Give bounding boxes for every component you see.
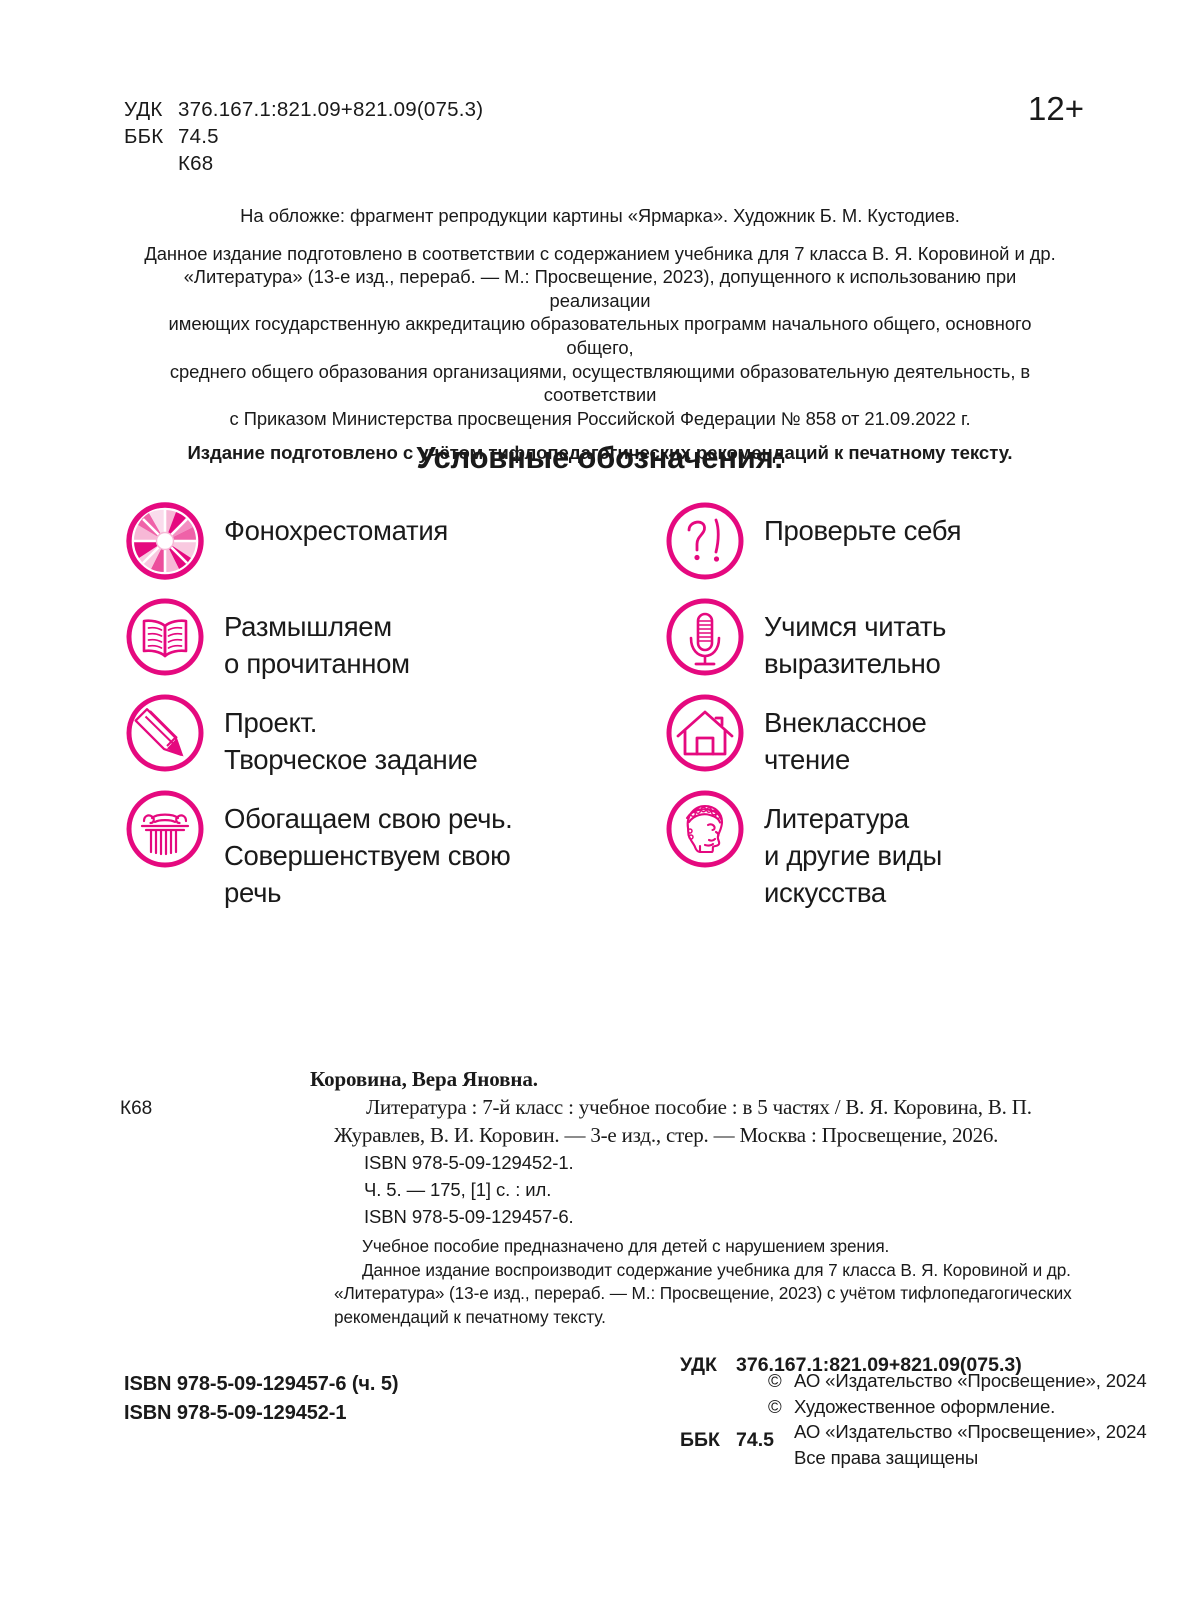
biblio-bbk-value: 74.5 — [736, 1429, 774, 1451]
shelf-code-row: К68 — [124, 150, 1084, 177]
publication-notes: На обложке: фрагмент репродукции картины… — [140, 204, 1060, 465]
udk-label: УДК — [124, 98, 163, 121]
isbn-part-line: ISBN 978-5-09-129457-6 (ч. 5) — [124, 1373, 399, 1395]
biblio-classification-codes: УДК 376.167.1:821.09+821.09(075.3) ББК 7… — [680, 1303, 1022, 1478]
legend-title: Условные обозначения: — [416, 440, 784, 475]
biblio-bbk-label: ББК — [680, 1429, 720, 1451]
copyright-rights-reserved: Все права защищены — [794, 1446, 979, 1468]
legend-item-extracurricular-reading: Внеклассное чтение — [664, 692, 1104, 788]
legend-item-literature-and-arts: Литература и другие виды искусства — [664, 788, 1104, 908]
copyright-line-publisher: © АО «Издательство «Просвещение», 2024 — [768, 1368, 1147, 1394]
legend-item-check-yourself: Проверьте себя — [664, 500, 1104, 596]
biblio-note-vision: Учебное пособие предназначено для детей … — [362, 1236, 890, 1256]
udk-value: 376.167.1:821.09+821.09(075.3) — [178, 98, 484, 121]
biblio-udk-value: 376.167.1:821.09+821.09(075.3) — [736, 1354, 1022, 1376]
biblio-udk-label: УДК — [680, 1354, 717, 1376]
copyright-block: © АО «Издательство «Просвещение», 2024 ©… — [768, 1368, 1147, 1470]
legend-column-left: Фонохрестоматия — [124, 500, 664, 908]
bbk-value: 74.5 — [178, 125, 219, 148]
biblio-notes: Учебное пособие предназначено для детей … — [334, 1235, 1094, 1329]
cover-credit-line: На обложке: фрагмент репродукции картины… — [240, 205, 960, 226]
open-book-icon — [124, 596, 206, 678]
approval-line-4: среднего общего образования организациям… — [169, 360, 1031, 406]
pencil-icon — [124, 692, 206, 774]
tiflo-note: Издание подготовлено с учётом тифлопедаг… — [187, 442, 1013, 464]
biblio-note-source: Данное издание воспроизводит содержание … — [334, 1259, 1072, 1327]
legend-item-phonochrestomathy: Фонохрестоматия — [124, 500, 664, 596]
copyright-line-design: © Художественное оформление. — [768, 1394, 1147, 1420]
copyright-text-design-publisher: АО «Издательство «Просвещение», 2024 — [794, 1421, 1147, 1442]
legend-item-project: Проект. Творческое задание — [124, 692, 664, 788]
copyright-icon: © — [768, 1395, 782, 1417]
classical-head-icon — [664, 788, 746, 870]
approval-line-3: имеющих государственную аккредитацию обр… — [168, 313, 1032, 358]
approval-line-5: с Приказом Министерства просвещения Росс… — [229, 407, 971, 429]
biblio-record: Коровина, Вера Яновна. Литература : 7-й … — [124, 1066, 1074, 1329]
legend-label-enrich-speech: Обогащаем свою речь. Совершенствуем свою… — [224, 803, 513, 908]
isbn-full-line: ISBN 978-5-09-129452-1 — [124, 1402, 347, 1424]
column-capital-icon — [124, 788, 206, 870]
approval-line-2: «Литература» (13-е изд., перераб. — М.: … — [183, 266, 1017, 311]
legend-item-read-expressively: Учимся читать выразительно — [664, 596, 1104, 692]
microphone-icon — [664, 596, 746, 678]
biblio-udk-row: УДК 376.167.1:821.09+821.09(075.3) — [680, 1353, 1022, 1378]
bbk-row: ББК 74.5 — [124, 123, 1084, 150]
shelf-code-spacer — [124, 150, 178, 177]
legend-label-literature-and-arts: Литература и другие виды искусства — [764, 803, 942, 908]
legend-grid: Фонохрестоматия — [0, 500, 1200, 908]
copyright-text-publisher: АО «Издательство «Просвещение», 2024 — [794, 1370, 1147, 1391]
legend-item-reflect: Размышляем о прочитанном — [124, 596, 664, 692]
bbk-label: ББК — [124, 125, 164, 148]
house-icon — [664, 692, 746, 774]
biblio-part-line: Ч. 5. — 175, [1] с. : ил. — [364, 1179, 552, 1200]
biblio-isbn-line: ISBN 978-5-09-129452-1. — [364, 1152, 574, 1173]
age-rating-badge: 12+ — [1028, 90, 1084, 127]
bottom-isbn-block: ISBN 978-5-09-129457-6 (ч. 5) ISBN 978-5… — [124, 1370, 399, 1428]
copyright-text-design: Художественное оформление. — [794, 1395, 1056, 1417]
legend-label-extracurricular-reading: Внеклассное чтение — [764, 707, 927, 775]
udk-row: УДК 376.167.1:821.09+821.09(075.3) — [124, 96, 1084, 123]
biblio-bbk-row: ББК 74.5 — [680, 1428, 1022, 1453]
biblio-isbn-line: ISBN 978-5-09-129457-6. — [364, 1206, 574, 1227]
legend-label-project: Проект. Творческое задание — [224, 707, 478, 775]
copyright-icon: © — [768, 1370, 782, 1391]
legend-label-reflect: Размышляем о прочитанном — [224, 611, 410, 679]
legend-label-phonochrestomathy: Фонохрестоматия — [224, 515, 448, 546]
legend-item-enrich-speech: Обогащаем свою речь. Совершенствуем свою… — [124, 788, 664, 908]
legend-label-read-expressively: Учимся читать выразительно — [764, 611, 947, 679]
biblio-description: Литература : 7-й класс : учебное пособие… — [334, 1095, 1032, 1147]
classification-codes-block: УДК 376.167.1:821.09+821.09(075.3) ББК 7… — [124, 92, 1084, 177]
biblio-shelf-code: К68 — [120, 1098, 153, 1119]
legend-column-right: Проверьте себя — [664, 500, 1104, 908]
approval-line-1: Данное издание подготовлено в соответств… — [144, 242, 1056, 264]
phonochrestomathy-disc-icon — [124, 500, 206, 582]
question-exclamation-icon — [664, 500, 746, 582]
biblio-isbn-list: ISBN 978-5-09-129452-1. Ч. 5. — 175, [1]… — [334, 1149, 1074, 1230]
shelf-code-value: К68 — [178, 152, 214, 175]
legend-label-check-yourself: Проверьте себя — [764, 515, 962, 546]
biblio-author: Коровина, Вера Яновна. — [310, 1067, 538, 1091]
